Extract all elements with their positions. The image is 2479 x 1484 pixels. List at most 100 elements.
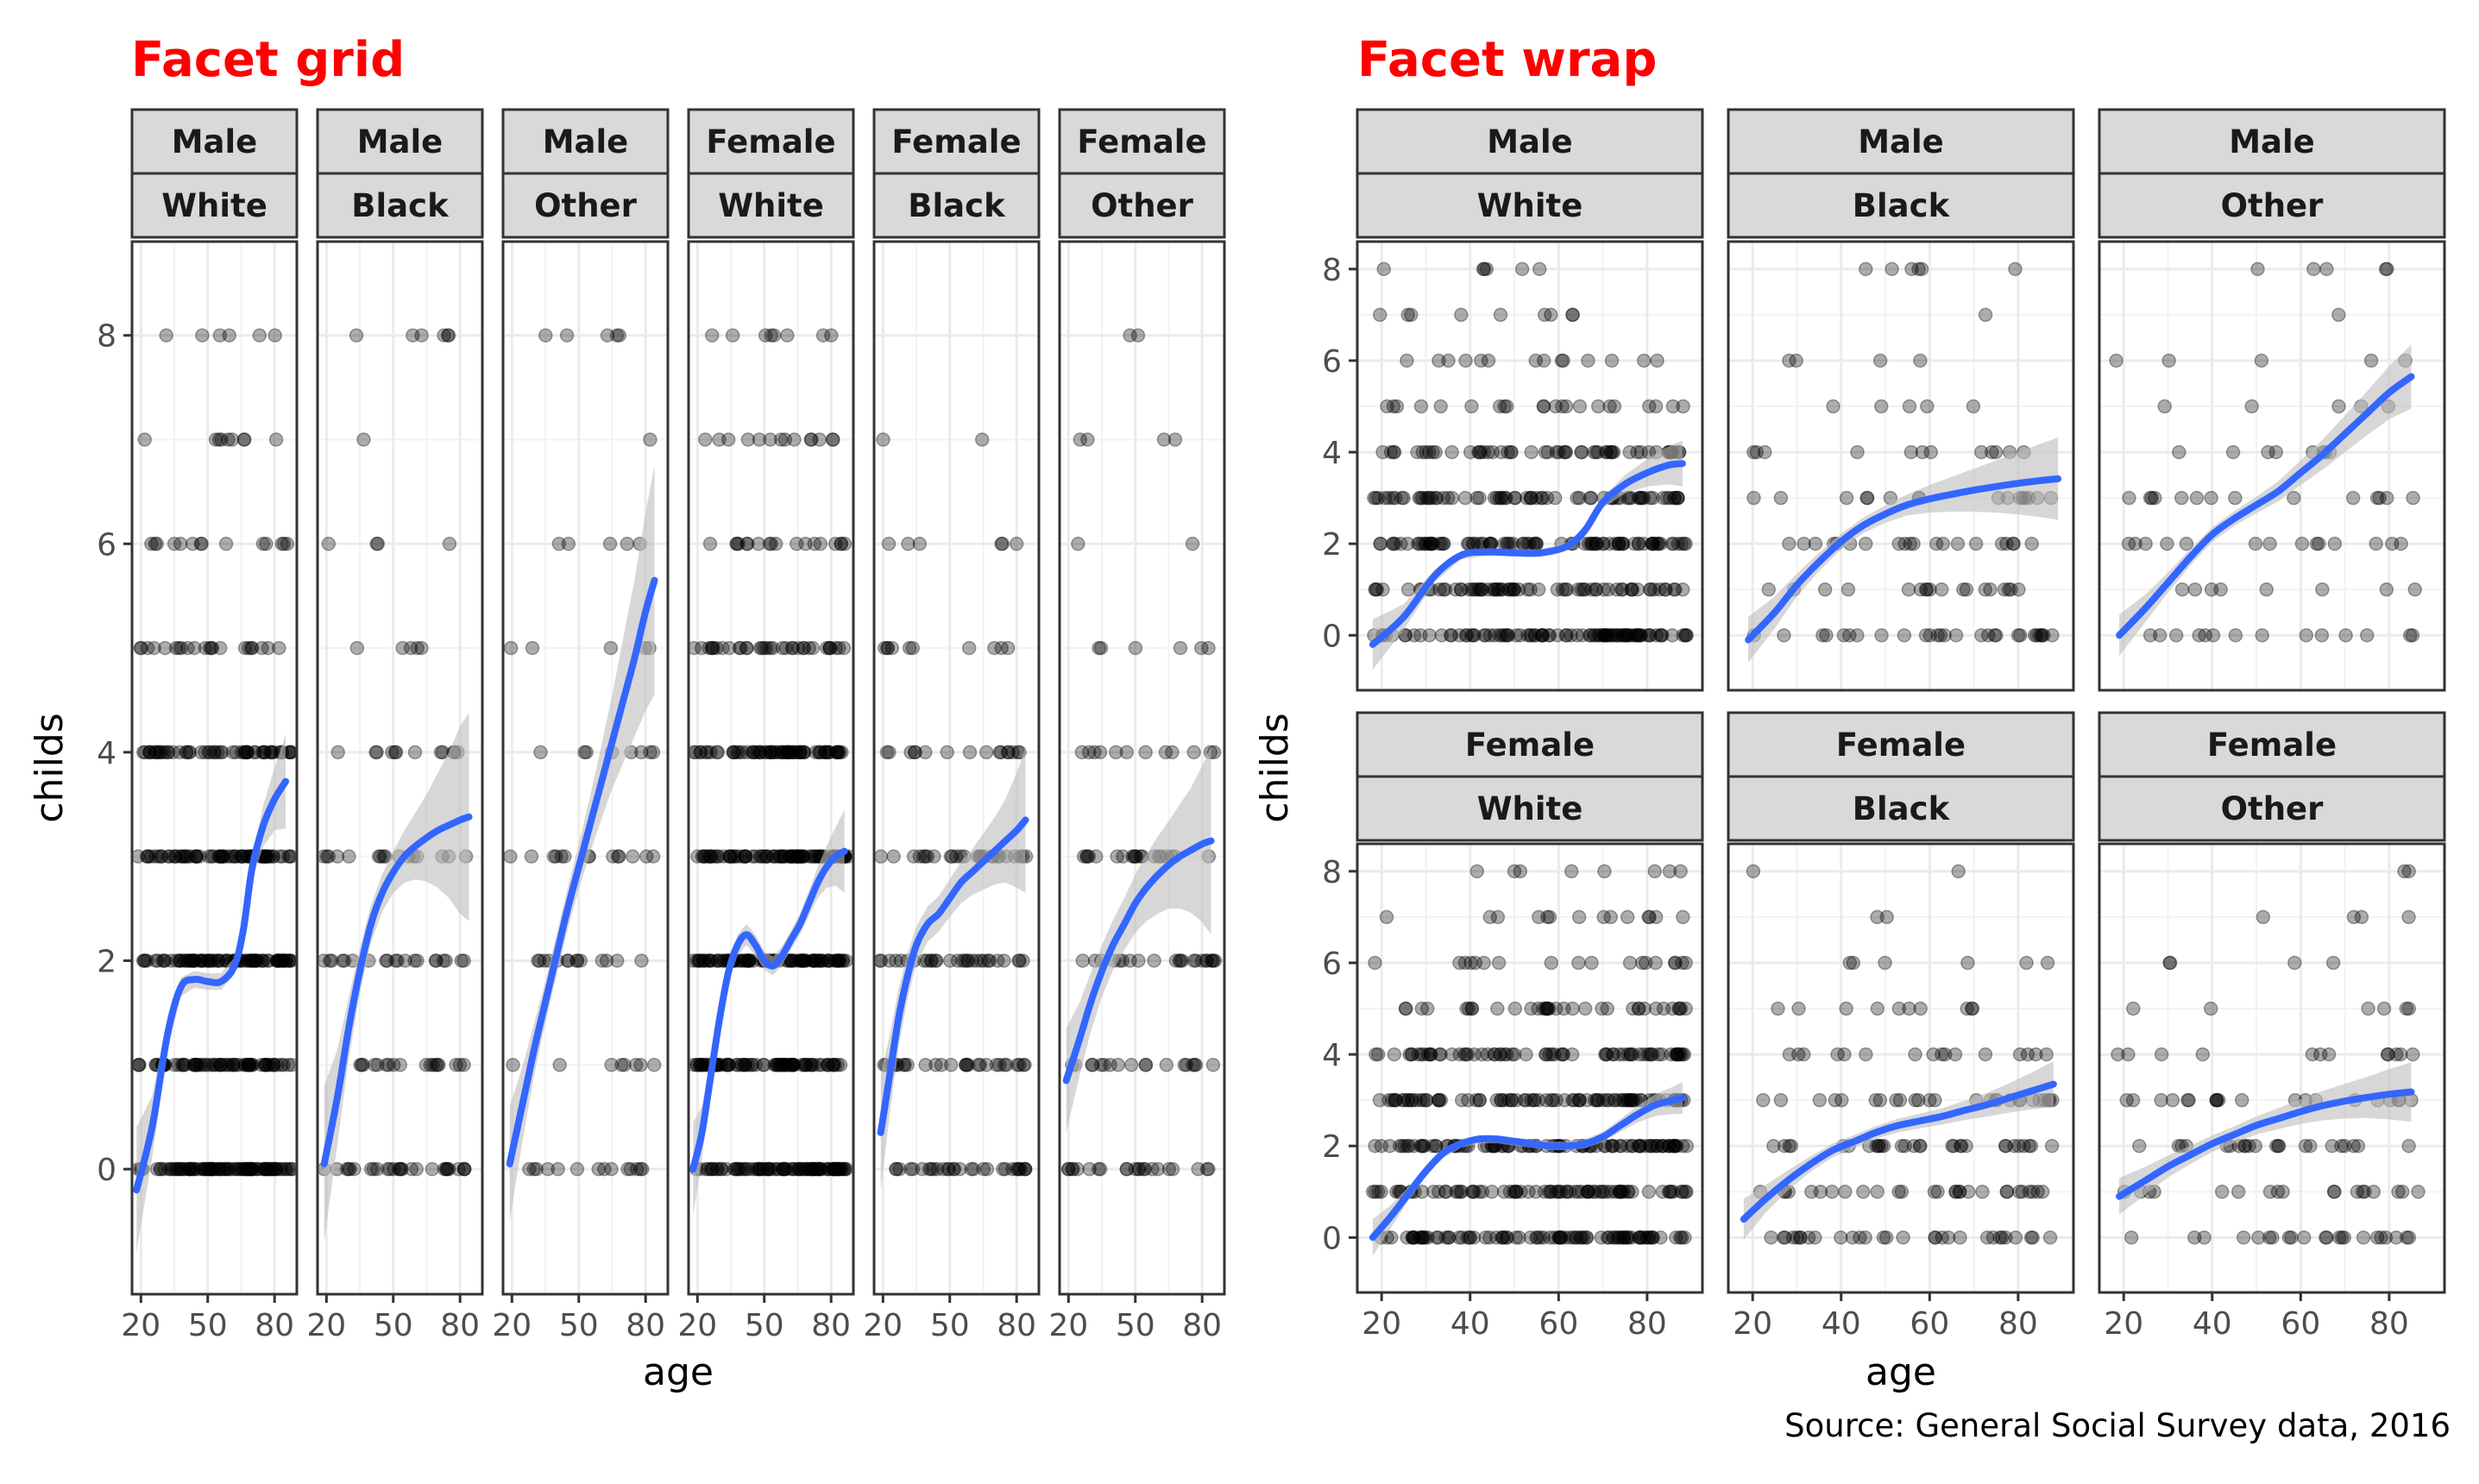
data-point [740, 432, 756, 447]
data-point [180, 640, 195, 656]
y-tick-label: 4 [97, 736, 116, 771]
data-point [1536, 399, 1551, 414]
data-point [787, 745, 802, 760]
data-point [1597, 628, 1612, 643]
data-point [1557, 582, 1573, 597]
data-point [1630, 582, 1645, 597]
data-point [1625, 628, 1640, 643]
data-point [1372, 1092, 1387, 1108]
data-point [2203, 1001, 2218, 1016]
data-point [1488, 582, 1502, 597]
data-point [1633, 628, 1649, 643]
data-point [1089, 849, 1104, 864]
data-point [1951, 864, 1966, 879]
data-point [452, 1058, 468, 1072]
data-point [1467, 1047, 1482, 1062]
data-point [173, 849, 188, 864]
data-point [980, 953, 996, 968]
data-point [802, 640, 816, 656]
data-point [1614, 628, 1630, 643]
data-point [1965, 1001, 1979, 1016]
data-point [275, 849, 291, 864]
data-point [1952, 1185, 1967, 1199]
data-point [211, 432, 227, 447]
data-point [190, 1058, 205, 1072]
data-point [804, 1058, 819, 1072]
data-point [767, 745, 783, 760]
data-point [606, 849, 620, 864]
data-point [773, 849, 789, 864]
data-point [1467, 628, 1482, 643]
data-point [2319, 1230, 2334, 1245]
data-point [1611, 628, 1626, 643]
data-point [1381, 490, 1396, 506]
x-tick-label: 80 [811, 1308, 851, 1343]
data-point [1978, 582, 1993, 597]
data-point [1668, 582, 1683, 597]
data-point [1458, 353, 1473, 368]
x-tick-label: 80 [626, 1308, 665, 1343]
data-point [1478, 1230, 1493, 1245]
data-point [801, 1161, 815, 1177]
data-point [1615, 1230, 1630, 1245]
data-point [693, 745, 708, 760]
data-point [783, 953, 798, 968]
data-point [1626, 1047, 1640, 1062]
data-point [1620, 628, 1635, 643]
data-point [1472, 1092, 1488, 1108]
data-point [2391, 1185, 2406, 1199]
confidence-ribbon [1748, 437, 2059, 663]
data-point [796, 953, 810, 968]
data-point [739, 640, 754, 656]
data-point [201, 953, 216, 968]
data-point [1669, 1230, 1683, 1245]
data-point [173, 537, 188, 551]
data-point [1138, 1058, 1154, 1072]
data-point [807, 1058, 822, 1072]
data-point [147, 745, 162, 760]
data-point [1793, 1230, 1808, 1245]
data-point [2010, 628, 2026, 643]
data-point [1416, 1230, 1431, 1245]
data-point [1419, 1092, 1434, 1108]
data-point [1624, 1230, 1639, 1245]
data-point [2326, 1185, 2342, 1199]
data-point [1611, 536, 1626, 551]
data-point [1613, 1230, 1627, 1245]
data-point [1530, 1230, 1545, 1245]
data-point [1404, 1047, 1419, 1062]
data-point [821, 953, 837, 968]
data-point [1528, 1185, 1544, 1199]
data-point [206, 745, 222, 760]
data-point [187, 953, 202, 968]
data-point [761, 1161, 776, 1177]
data-point [1914, 261, 1929, 277]
data-point [1512, 1230, 1526, 1245]
data-point [177, 1161, 192, 1177]
data-point [406, 328, 420, 343]
data-point [1894, 1138, 1910, 1154]
data-point [240, 953, 255, 968]
data-point [745, 1058, 760, 1072]
data-point [1588, 536, 1603, 551]
data-point [1859, 261, 1873, 277]
panel-border [687, 240, 855, 1296]
data-point [2209, 1092, 2224, 1108]
data-point [834, 745, 849, 760]
data-point [2004, 582, 2018, 597]
data-point [748, 849, 763, 864]
data-point [164, 1161, 179, 1177]
data-point [180, 953, 196, 968]
data-point [1168, 953, 1184, 968]
data-point [1507, 582, 1522, 597]
data-point [1499, 490, 1513, 506]
data-point [782, 849, 797, 864]
data-point [879, 745, 895, 760]
data-point [828, 640, 844, 656]
data-point [1528, 353, 1544, 368]
data-point [1395, 1092, 1411, 1108]
data-point [821, 745, 836, 760]
facet-strip [1058, 172, 1226, 239]
data-point [1891, 1001, 1907, 1016]
data-point [1551, 1230, 1566, 1245]
